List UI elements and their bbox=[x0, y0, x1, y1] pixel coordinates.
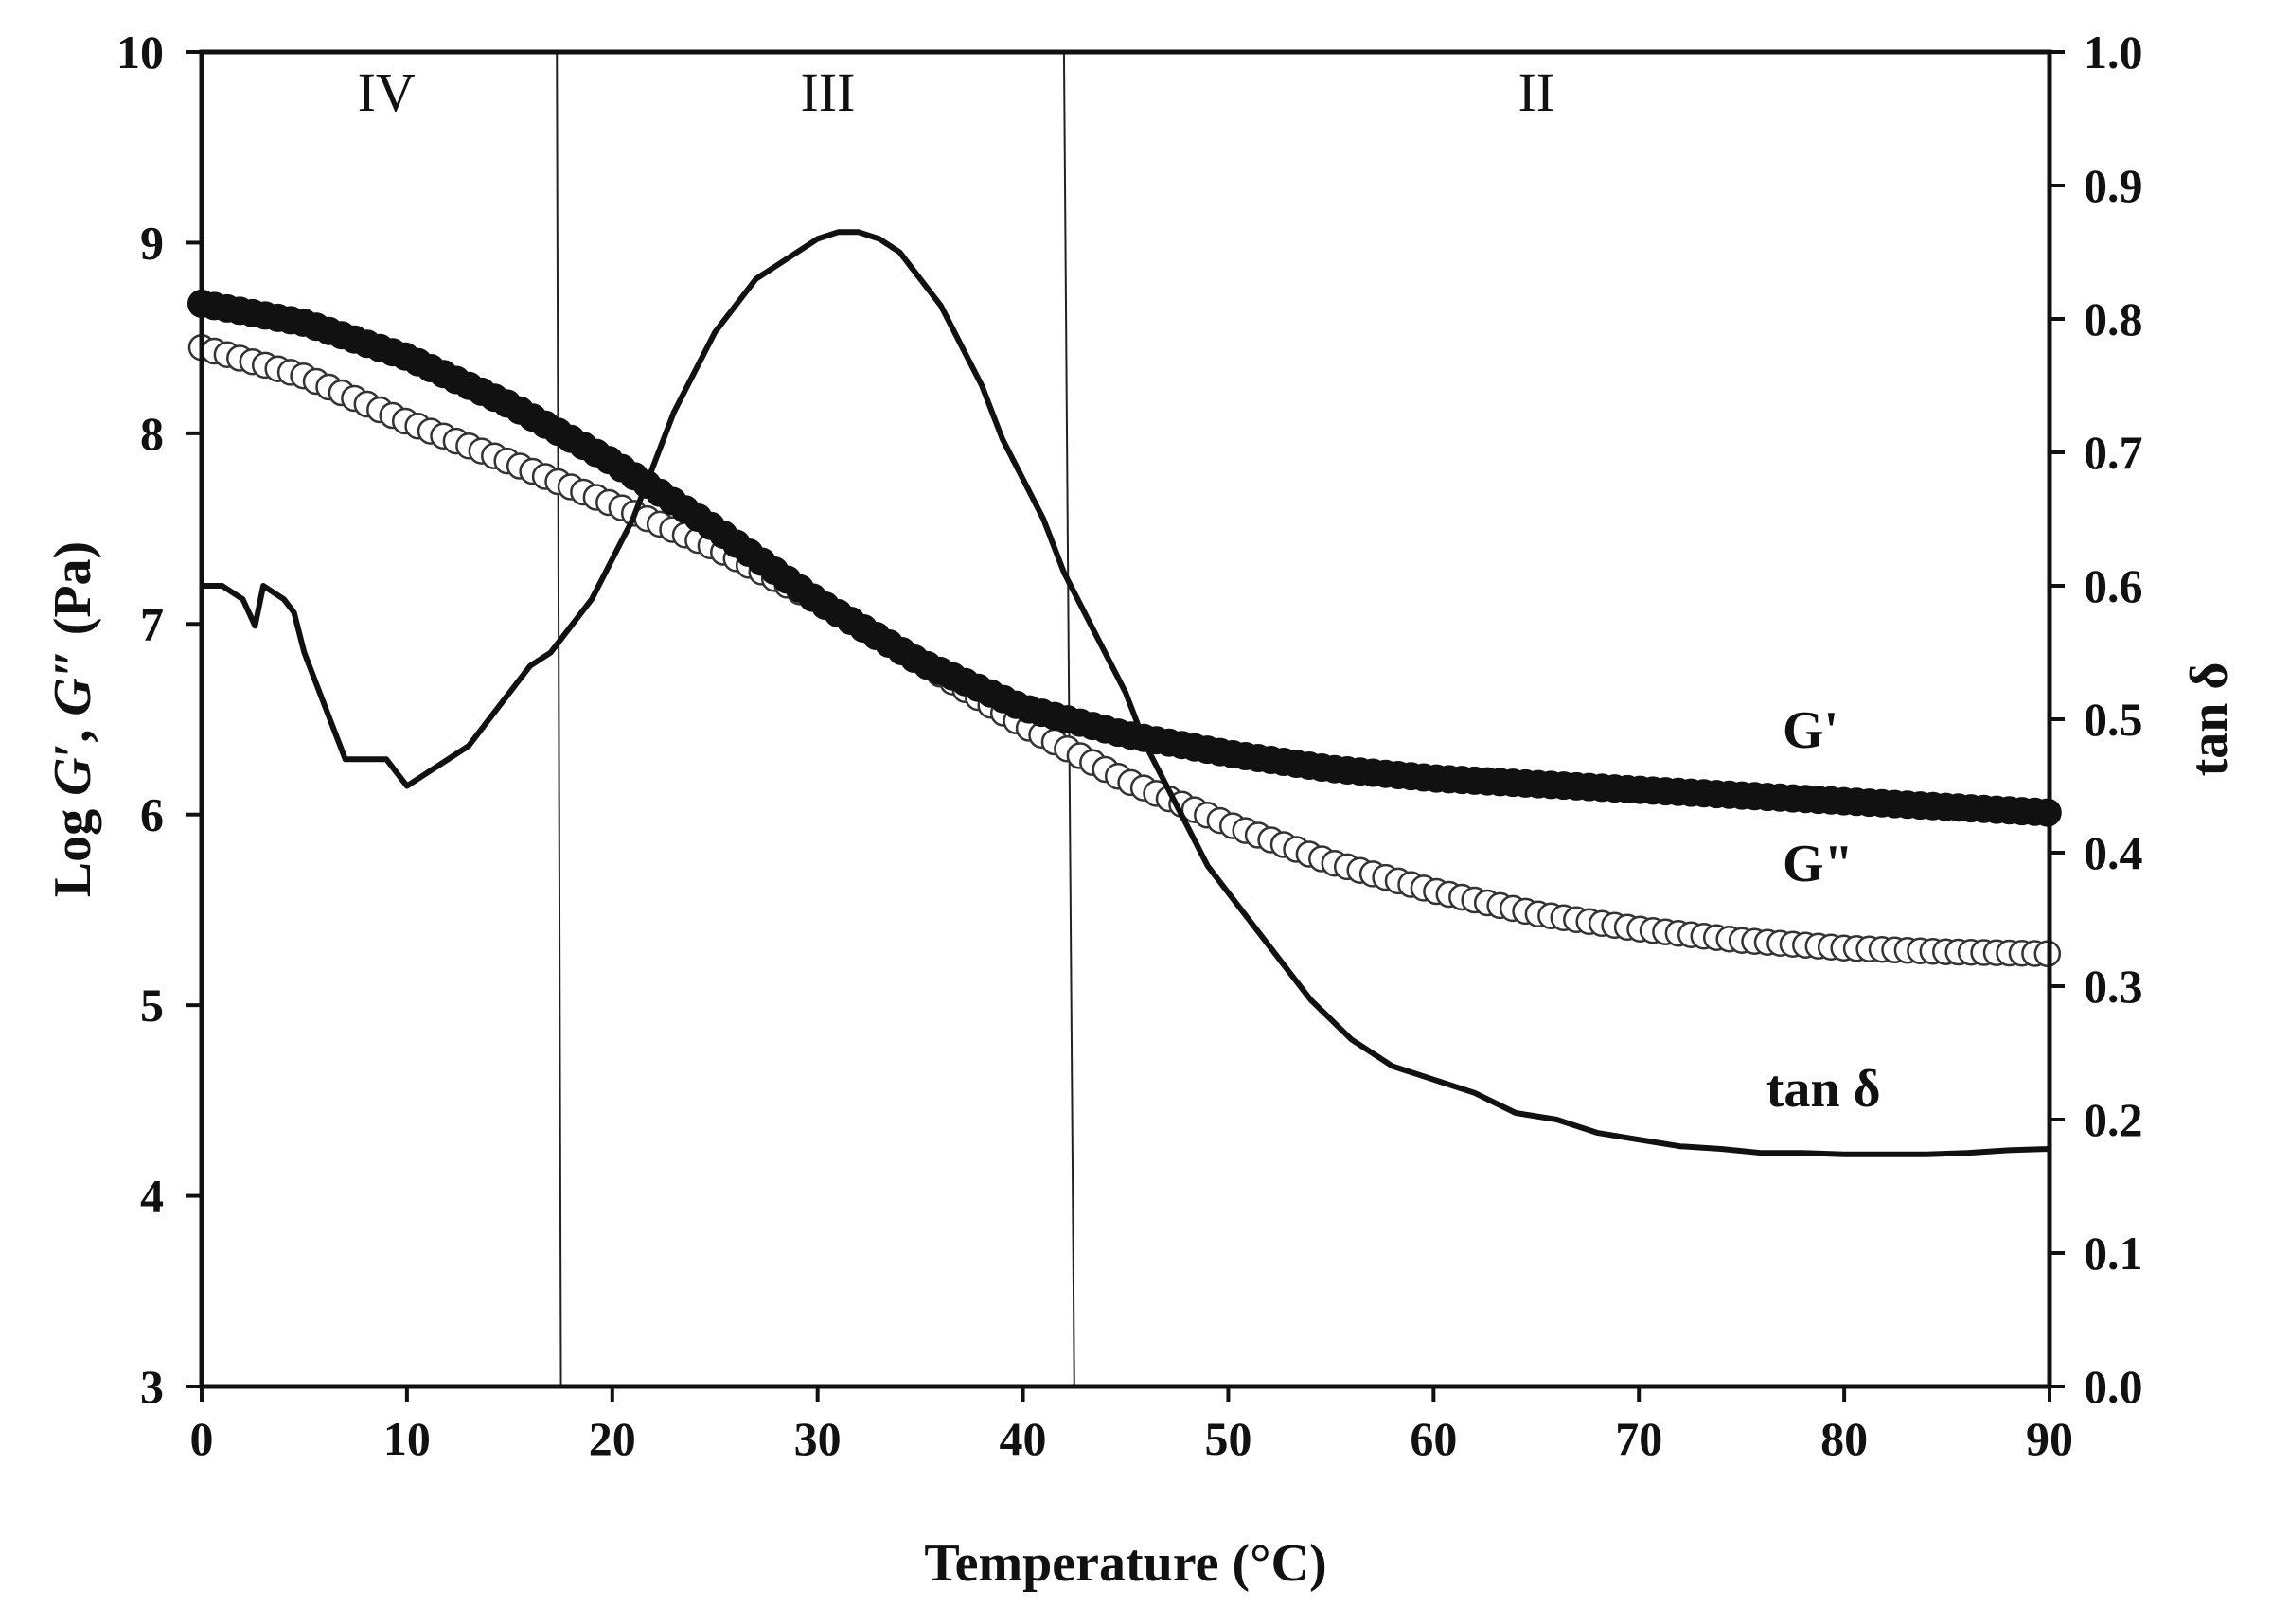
region-divider-1 bbox=[556, 51, 562, 1387]
y-left-tick-label: 8 bbox=[140, 407, 164, 460]
series-tan bbox=[202, 229, 2050, 1157]
y-right-tick-label: 0.3 bbox=[2084, 960, 2143, 1013]
x-axis-title: Temperature (°C) bbox=[924, 1534, 1326, 1593]
y-title-suffix: ″ (Pa) bbox=[44, 541, 102, 678]
tan-delta-line bbox=[202, 229, 2050, 1157]
x-tick-label: 0 bbox=[190, 1412, 214, 1465]
y-right-tick-label: 0.2 bbox=[2084, 1093, 2143, 1146]
x-tick-label: 80 bbox=[1820, 1412, 1868, 1465]
y-right-tick-label: 0.0 bbox=[2084, 1360, 2143, 1413]
y-left-tick-label: 6 bbox=[140, 788, 164, 841]
y-left-tick-label: 3 bbox=[140, 1360, 164, 1413]
region-label: III bbox=[801, 62, 856, 123]
y-title-g1: G bbox=[44, 757, 102, 795]
y-title-g2: G bbox=[44, 678, 102, 715]
x-tick-label: 60 bbox=[1410, 1412, 1457, 1465]
y-right-tick-label: 0.7 bbox=[2084, 426, 2143, 479]
y-axis-left-title: Log G′, G″ (Pa) bbox=[44, 541, 102, 897]
y-title-prefix: Log bbox=[44, 796, 102, 897]
text-labels: 0 10 20 30 40 50 60 70 80 90 3 4 5 6 7 8 9 10 0.0 0.1 0.2 0.3… bbox=[116, 26, 2143, 1465]
y-axis-right-title: tan δ bbox=[2180, 662, 2239, 777]
y-right-tick-label: 0.5 bbox=[2084, 693, 2143, 746]
region-label: II bbox=[1518, 62, 1554, 123]
region-label: IV bbox=[358, 62, 416, 123]
y-title-mid: ′, bbox=[44, 716, 102, 758]
y-right-tick-label: 0.6 bbox=[2084, 559, 2143, 612]
x-tick-label: 70 bbox=[1615, 1412, 1662, 1465]
y-left-tick-label: 4 bbox=[140, 1170, 164, 1223]
y-right-tick-label: 1.0 bbox=[2084, 26, 2143, 79]
y-left-tick-label: 7 bbox=[140, 597, 164, 650]
x-tick-label: 40 bbox=[1000, 1412, 1047, 1465]
y-right-tick-label: 0.4 bbox=[2084, 826, 2143, 879]
y-right-tick-label: 0.8 bbox=[2084, 292, 2143, 345]
series-label: G' bbox=[1783, 701, 1838, 760]
x-tick-label: 50 bbox=[1204, 1412, 1251, 1465]
series-layer bbox=[187, 229, 2062, 1157]
x-tick-label: 10 bbox=[383, 1412, 431, 1465]
x-tick-label: 20 bbox=[589, 1412, 636, 1465]
y-left-tick-label: 5 bbox=[140, 979, 164, 1032]
series-label: tan δ bbox=[1766, 1060, 1881, 1119]
x-tick-label: 30 bbox=[794, 1412, 842, 1465]
series-label: G" bbox=[1783, 835, 1854, 893]
y-left-tick-label: 10 bbox=[116, 26, 164, 79]
y-right-tick-label: 0.1 bbox=[2084, 1227, 2143, 1280]
y-left-tick-label: 9 bbox=[140, 216, 164, 269]
axis-ticks bbox=[186, 50, 2065, 1402]
x-tick-label: 90 bbox=[2026, 1412, 2073, 1465]
y-right-tick-label: 0.9 bbox=[2084, 159, 2143, 212]
